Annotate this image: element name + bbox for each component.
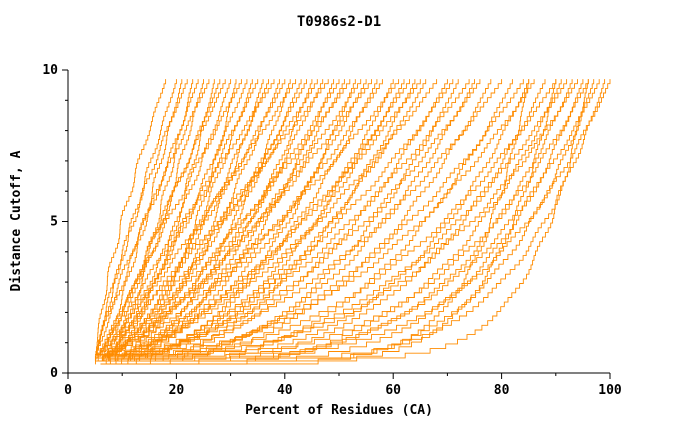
curve-line — [95, 79, 362, 356]
curve-line — [95, 79, 242, 359]
curve-line — [95, 79, 481, 356]
y-tick-label: 0 — [50, 366, 58, 381]
curve-line — [95, 79, 438, 356]
curve-line — [105, 79, 324, 359]
y-tick-label: 5 — [50, 215, 58, 230]
curve-line — [94, 79, 167, 362]
curve-line — [95, 79, 351, 362]
curve-line — [95, 79, 383, 362]
y-axis-label: Distance Cutoff, A — [9, 150, 24, 291]
curve-line — [100, 79, 448, 362]
curve-line — [95, 79, 557, 359]
curve-line — [95, 79, 232, 356]
curve-line — [95, 79, 297, 356]
curve-line — [100, 79, 459, 365]
curve-line — [105, 79, 259, 359]
axes-layer: 0 20 40 60 80 100 0 5 10 — [42, 63, 622, 398]
curve-line — [95, 79, 421, 362]
y-tick-label: 10 — [42, 63, 58, 78]
curve-line — [95, 79, 524, 362]
curve-line — [100, 79, 595, 365]
curve-line — [100, 79, 378, 365]
curves-layer — [94, 79, 611, 365]
curve-line — [100, 79, 416, 365]
curve-line — [116, 79, 589, 359]
curve-line — [95, 79, 329, 356]
curve-line — [95, 79, 307, 359]
curve-line — [95, 79, 410, 359]
curve-line — [105, 79, 356, 359]
curve-line — [95, 79, 177, 359]
curve-line — [95, 79, 578, 356]
curve-line — [100, 79, 584, 362]
x-tick-label: 20 — [169, 383, 185, 398]
curve-line — [95, 79, 600, 362]
x-tick-label: 60 — [385, 383, 401, 398]
curve-line — [105, 79, 204, 362]
x-axis-label: Percent of Residues (CA) — [245, 403, 433, 418]
curve-line — [95, 79, 470, 362]
curve-line — [95, 79, 568, 362]
curve-line — [95, 79, 503, 359]
curve-line — [95, 79, 210, 359]
curve-line — [95, 79, 318, 362]
x-tick-label: 100 — [598, 383, 622, 398]
curve-line — [95, 79, 275, 359]
curve-line — [100, 79, 546, 362]
curve-line — [95, 79, 400, 356]
curve-line — [95, 79, 221, 362]
x-tick-label: 80 — [494, 383, 510, 398]
curve-line — [100, 79, 269, 362]
curve-line — [95, 79, 340, 359]
curve-line — [95, 79, 535, 356]
curve-line — [105, 79, 530, 359]
curve-line — [100, 79, 405, 362]
curve-line — [95, 79, 454, 359]
curve-line — [95, 79, 199, 356]
curve-line — [127, 79, 530, 359]
curve-line — [100, 79, 183, 362]
curve-line — [122, 79, 557, 362]
curve-line — [95, 79, 188, 365]
chart-title: T0986s2-D1 — [297, 14, 381, 30]
curve-line — [95, 79, 372, 359]
curve-line — [105, 79, 427, 359]
x-tick-label: 40 — [277, 383, 293, 398]
curve-line — [100, 79, 215, 365]
x-tick-label: 0 — [64, 383, 72, 398]
curve-line — [95, 79, 589, 359]
curve-line — [95, 79, 611, 359]
